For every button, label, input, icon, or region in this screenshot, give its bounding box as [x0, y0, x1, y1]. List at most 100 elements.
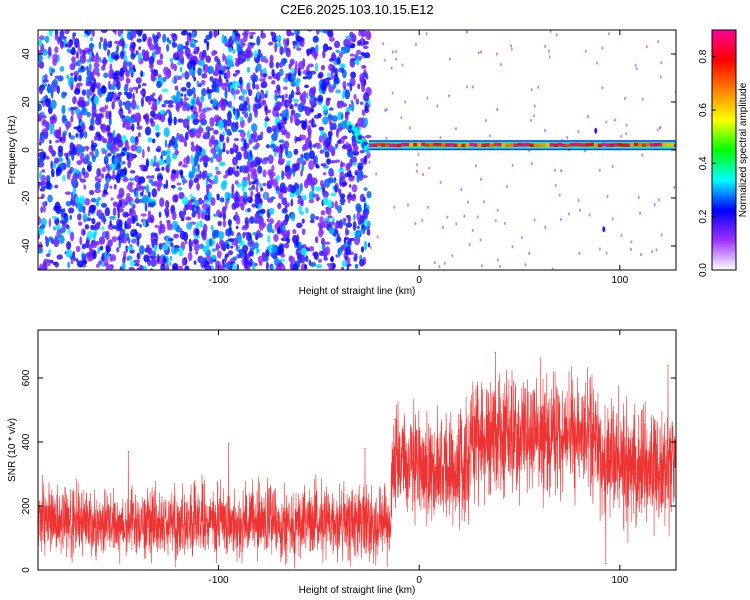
noise-blob	[112, 30, 116, 33]
noise-blob	[150, 258, 158, 263]
noise-blob	[299, 211, 305, 215]
sparse-dot	[443, 261, 446, 265]
noise-blob	[136, 38, 143, 43]
transition-blob	[357, 134, 362, 140]
noise-blob	[285, 47, 291, 58]
line-segment	[649, 143, 655, 147]
noise-blob	[243, 33, 248, 43]
noise-blob	[43, 185, 48, 189]
noise-blob	[165, 212, 169, 218]
line-segment	[385, 143, 390, 147]
noise-blob	[320, 82, 328, 91]
noise-blob	[304, 106, 312, 116]
noise-blob	[366, 220, 371, 229]
noise-blob	[177, 187, 183, 191]
noise-blob	[173, 76, 178, 84]
noise-blob	[228, 225, 232, 236]
noise-blob	[93, 135, 99, 141]
noise-blob	[332, 179, 336, 184]
noise-blob	[49, 122, 54, 133]
noise-blob	[295, 136, 301, 142]
noise-blob	[165, 155, 172, 165]
noise-blob	[193, 177, 199, 183]
noise-blob	[117, 30, 122, 37]
noise-blob	[330, 70, 334, 80]
line-segment	[557, 142, 562, 147]
noise-blob	[189, 246, 193, 252]
noise-blob	[205, 55, 211, 62]
noise-blob	[65, 200, 72, 207]
sparse-dot	[659, 75, 662, 79]
noise-blob	[308, 199, 315, 204]
line-segment	[369, 143, 374, 148]
sparse-dot	[625, 123, 628, 127]
noise-blob	[286, 237, 291, 244]
noise-blob	[257, 49, 262, 55]
noise-blob	[315, 186, 322, 192]
sparse-dot	[471, 228, 474, 233]
noise-blob	[48, 30, 53, 37]
noise-blob	[322, 116, 329, 125]
noise-blob	[305, 255, 309, 263]
noise-blob	[47, 259, 51, 267]
line-segment	[409, 143, 414, 147]
noise-blob	[44, 74, 48, 80]
noise-blob	[52, 226, 57, 231]
noise-blob	[277, 226, 281, 234]
noise-blob	[174, 52, 179, 57]
noise-blob	[308, 190, 315, 201]
sparse-dot	[375, 172, 378, 176]
noise-blob	[94, 117, 102, 126]
noise-blob	[232, 142, 237, 153]
noise-blob	[181, 257, 185, 267]
line-segment	[497, 142, 502, 147]
noise-blob	[247, 172, 251, 182]
noise-blob	[195, 250, 198, 255]
noise-blob	[314, 236, 319, 244]
noise-blob	[242, 244, 249, 253]
noise-blob	[353, 213, 356, 221]
noise-blob	[69, 63, 76, 71]
noise-blob	[248, 250, 254, 257]
noise-blob	[129, 208, 136, 219]
line-segment	[553, 143, 558, 148]
noise-blob	[265, 109, 272, 114]
noise-blob	[111, 225, 118, 230]
sparse-dot	[653, 202, 656, 207]
noise-blob	[228, 100, 233, 109]
noise-blob	[342, 90, 345, 100]
noise-blob	[252, 74, 259, 83]
noise-blob	[151, 188, 158, 198]
noise-blob	[253, 138, 259, 143]
noise-blob	[80, 65, 84, 71]
sparse-dot	[466, 30, 469, 34]
noise-blob	[296, 86, 300, 93]
noise-blob	[236, 263, 239, 270]
snr-frame	[37, 329, 677, 571]
noise-blob	[139, 223, 142, 228]
noise-blob	[47, 194, 53, 203]
noise-blob	[271, 246, 278, 253]
noise-blob	[235, 190, 238, 200]
sparse-dot	[468, 243, 471, 247]
noise-blob	[124, 43, 128, 49]
noise-blob	[268, 178, 275, 186]
noise-blob	[84, 154, 90, 162]
noise-blob	[58, 35, 63, 43]
line-segment	[661, 142, 667, 147]
noise-blob	[322, 196, 329, 206]
line-segment	[517, 142, 522, 147]
line-segment	[513, 143, 518, 147]
noise-blob	[344, 256, 348, 261]
noise-blob	[49, 72, 53, 77]
noise-blob	[168, 139, 173, 147]
sparse-dot	[544, 44, 547, 48]
noise-blob	[198, 83, 202, 88]
noise-blob	[40, 174, 47, 182]
noise-blob	[159, 109, 166, 115]
noise-blob	[182, 118, 190, 129]
noise-blob	[101, 252, 105, 262]
noise-blob	[76, 160, 83, 165]
noise-blob	[102, 41, 108, 51]
noise-blob	[57, 233, 62, 237]
